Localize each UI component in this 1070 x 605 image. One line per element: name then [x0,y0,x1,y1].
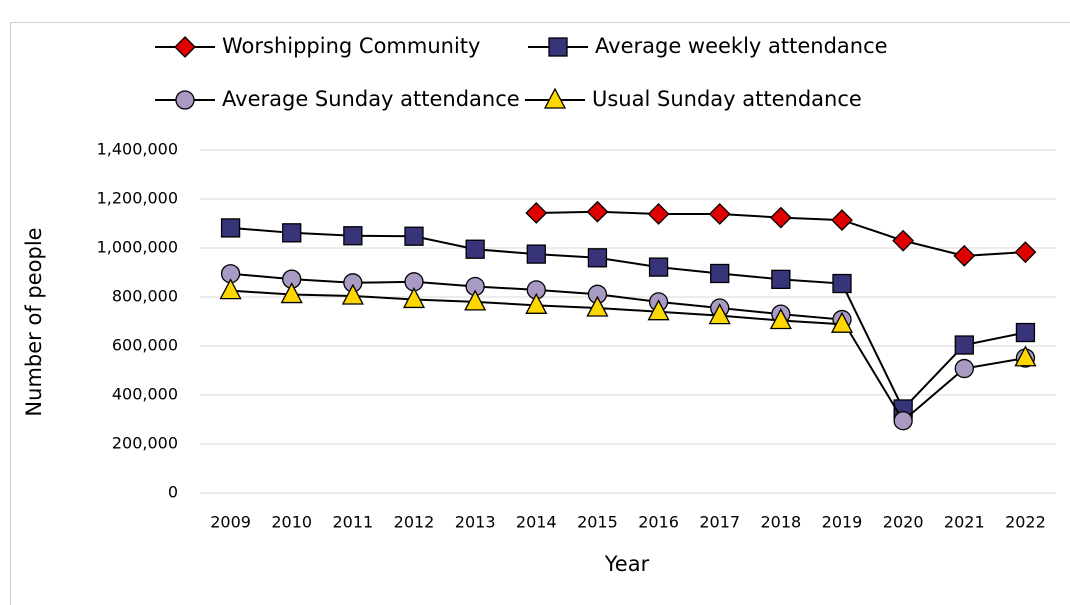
data-point [830,311,854,333]
data-point [1015,322,1036,343]
data-point [1014,345,1037,367]
data-point [586,295,609,317]
x-tick-label: 2021 [944,513,985,532]
y-axis-title: Number of people [22,227,46,416]
data-point [954,358,974,379]
x-tick-label: 2014 [516,513,557,532]
x-tick-label: 2022 [1005,513,1046,532]
data-point [892,229,915,252]
data-point [525,202,548,224]
data-point [343,226,363,246]
data-point [219,278,242,300]
data-point [280,282,303,304]
x-tick-label: 2016 [638,513,679,532]
x-tick-label: 2013 [455,513,496,532]
x-tick-label: 2019 [822,513,863,532]
legend-label: Average Sunday attendance [222,87,520,111]
legend-label: Average weekly attendance [595,34,888,58]
x-tick-label: 2018 [760,513,801,532]
series-line [230,272,1026,423]
data-point [402,287,426,309]
data-point [708,303,731,325]
series-line [230,226,1026,411]
data-point [953,244,976,267]
data-point [464,289,487,311]
x-tick-label: 2011 [332,513,373,532]
x-tick-label: 2017 [699,513,740,532]
data-point [282,223,302,243]
x-axis-title: Year [604,552,650,576]
y-tick-label: 0 [168,483,178,502]
y-tick-label: 400,000 [112,385,178,404]
data-point [526,244,546,264]
data-point [954,335,974,355]
legend-label: Usual Sunday attendance [592,87,862,111]
x-tick-label: 2012 [394,513,435,532]
data-point [404,226,424,246]
x-tick-label: 2009 [210,513,251,532]
x-tick-label: 2020 [883,513,924,532]
data-point [525,292,548,314]
x-tick-label: 2015 [577,513,618,532]
data-point [710,263,730,284]
data-point [831,209,853,231]
y-tick-label: 1,000,000 [97,238,178,257]
data-point [648,257,669,277]
data-point [647,299,670,321]
y-tick-label: 1,400,000 [97,140,178,159]
data-point [832,273,852,294]
data-point [769,206,792,229]
legend-marker [543,87,567,109]
y-tick-label: 600,000 [112,336,178,355]
y-tick-label: 800,000 [112,287,178,306]
data-point [341,283,364,305]
data-point [708,203,731,225]
legend-label: Worshipping Community [222,34,480,58]
legend-marker [174,36,196,58]
y-tick-label: 200,000 [112,434,178,453]
legend-marker [548,37,568,57]
y-tick-label: 1,200,000 [97,189,178,208]
data-point [587,248,608,268]
data-point [465,239,485,259]
data-point [771,269,791,290]
data-point [893,411,913,431]
data-point [220,218,241,238]
data-point [769,308,792,330]
x-tick-label: 2010 [271,513,312,532]
legend-marker [175,90,195,110]
data-point [647,203,670,225]
data-point [586,200,609,223]
data-point [1014,241,1037,264]
